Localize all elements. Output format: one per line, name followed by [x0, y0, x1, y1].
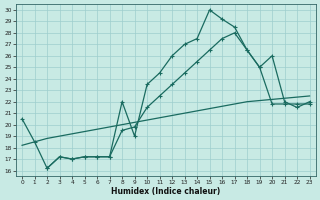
X-axis label: Humidex (Indice chaleur): Humidex (Indice chaleur)	[111, 187, 220, 196]
